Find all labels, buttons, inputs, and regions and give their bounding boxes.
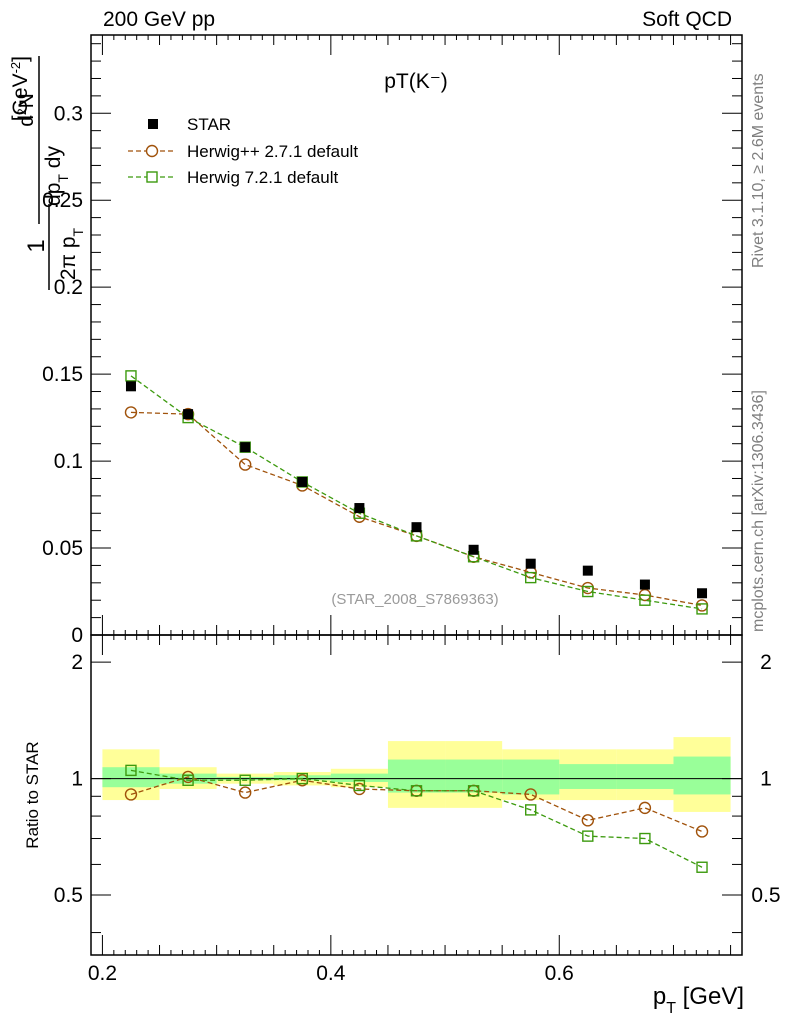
star-data-point: [183, 409, 194, 420]
ratio-data-point: [238, 786, 252, 799]
main-data-point: [639, 594, 651, 606]
ratio-data-point: [696, 861, 708, 873]
ratio-series-line: [130, 776, 703, 833]
legend-label: Herwig++ 2.7.1 default: [187, 142, 358, 161]
ratio-data-point: [525, 804, 537, 816]
star-data-point: [125, 381, 136, 392]
rivet-version-label: Rivet 3.1.10, ≥ 2.6M events: [750, 73, 767, 268]
main-data-point: [695, 599, 709, 612]
ratio-y-tick-label: 0.5: [54, 884, 83, 907]
header-left-label: 200 GeV pp: [103, 8, 216, 31]
ratio-data-point: [296, 772, 308, 785]
ratio-data-point: [182, 774, 194, 786]
y-tick-label: 0.1: [54, 450, 83, 473]
main-data-point: [525, 571, 537, 584]
ratio-y-tick-label-right: 0.5: [751, 884, 780, 907]
ratio-data-point: [639, 832, 651, 845]
star-data-point: [639, 579, 650, 590]
x-tick-label: 0.2: [88, 962, 117, 985]
y-tick-label: 0.25: [42, 189, 83, 212]
stat-band: [673, 756, 731, 795]
legend-marker-star: [148, 119, 158, 129]
ratio-data-point: [467, 785, 480, 797]
ratio-data-point: [124, 788, 138, 801]
y-tick-label: 0: [71, 624, 83, 647]
rivet-version-text: Rivet 3.1.10, ≥ 2.6M events: [750, 73, 767, 268]
ratio-data-point: [410, 785, 423, 797]
legend-label: Herwig 7.2.1 default: [187, 168, 338, 187]
legend-marker-circle: [145, 144, 159, 158]
main-data-point: [124, 406, 138, 419]
ratio-y-tick-label-right: 1: [760, 768, 772, 791]
y-tick-label: 0.05: [42, 537, 83, 560]
x-axis-label: pT [GeV]: [653, 983, 744, 1017]
ratio-data-point: [125, 764, 137, 777]
stat-band: [102, 767, 160, 788]
ratio-y-tick-label: 2: [71, 651, 83, 674]
ratio-y-tick-label: 1: [71, 768, 83, 791]
plot-title: pT(K⁻): [384, 70, 448, 93]
ratio-y-tick-label-right: 2: [760, 651, 772, 674]
ratio-y-axis-label: Ratio to STAR: [23, 741, 42, 848]
svg-text:2π pT: 2π pT: [57, 227, 86, 280]
star-data-point: [468, 544, 479, 555]
stat-band: [445, 759, 503, 793]
svg-text:1: 1: [23, 239, 50, 252]
ratio-data-point: [524, 788, 537, 801]
ratio-data-point: [695, 825, 709, 838]
x-tick-label: 0.6: [545, 962, 574, 985]
stat-band: [330, 773, 388, 782]
main-y-axis-label: 1 2π pT d2N dpT dy [GeV-2]: [8, 56, 86, 290]
stat-band: [273, 775, 331, 781]
ratio-data-point: [638, 801, 652, 815]
legend-marker-square: [146, 171, 158, 183]
star-data-point: [697, 588, 708, 599]
main-series-line: [130, 375, 703, 610]
ratio-series-line: [130, 769, 703, 868]
ratio-data-point: [239, 774, 251, 786]
svg-text:d2N: d2N: [15, 93, 38, 127]
star-data-point: [297, 476, 308, 487]
mcplots-text: mcplots.cern.ch [arXiv:1306.3436]: [750, 390, 767, 632]
star-data-point: [582, 565, 593, 576]
y-tick-label: 0.3: [54, 102, 83, 125]
mcplots-label: mcplots.cern.ch [arXiv:1306.3436]: [750, 390, 767, 632]
main-series-line: [130, 411, 703, 607]
stat-band: [387, 759, 446, 793]
y-tick-label: 0.2: [54, 276, 83, 299]
star-data-point: [525, 558, 536, 569]
main-data-point: [125, 370, 137, 382]
watermark-label: (STAR_2008_S7869363): [331, 591, 498, 608]
stat-band: [616, 764, 674, 789]
header-right-label: Soft QCD: [642, 8, 732, 31]
y-tick-label: 0.15: [42, 363, 83, 386]
legend-label: STAR: [187, 115, 231, 134]
star-data-point: [240, 442, 251, 453]
ratio-data-point: [353, 779, 366, 792]
main-data-point: [582, 585, 594, 598]
stat-band: [559, 764, 617, 789]
ratio-data-point: [581, 814, 595, 827]
main-data-point: [696, 603, 708, 615]
ratio-panel-frame: [90, 634, 743, 956]
star-data-point: [411, 522, 422, 533]
ratio-data-point: [582, 830, 594, 842]
main-data-point: [238, 458, 252, 471]
star-data-point: [354, 503, 365, 514]
svg-text:[GeV-2]: [GeV-2]: [8, 56, 33, 121]
x-tick-label: 0.4: [316, 962, 346, 985]
